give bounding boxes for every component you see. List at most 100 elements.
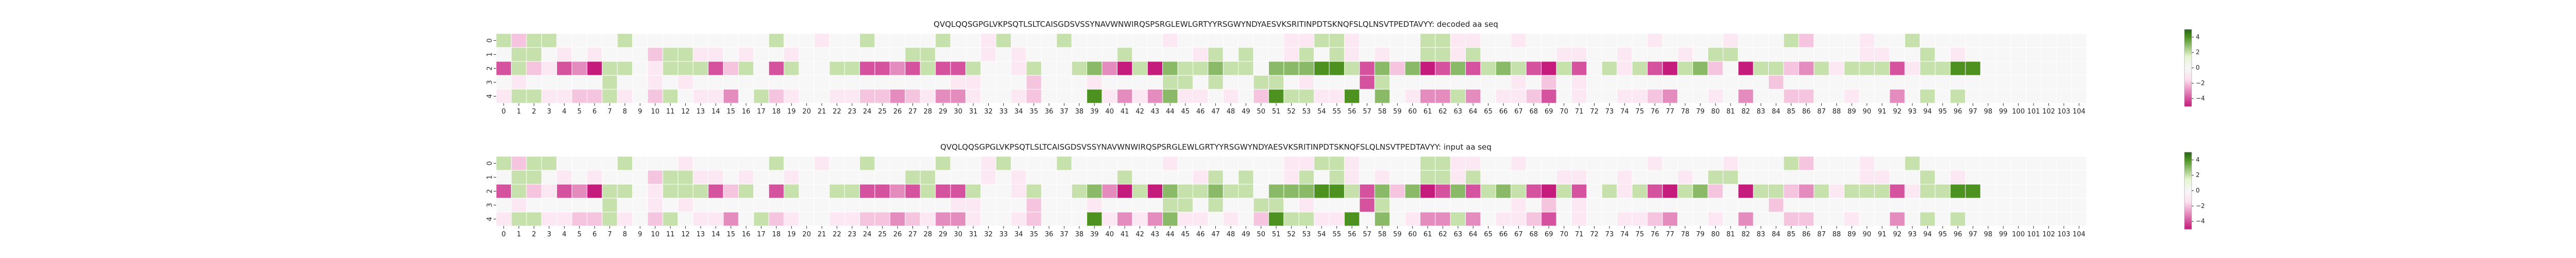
heatmap-cell — [1299, 156, 1314, 171]
heatmap-cell — [844, 156, 860, 171]
x-tick-label: 8 — [623, 231, 627, 238]
colorbar-tick-label: 0 — [2196, 64, 2200, 71]
heatmap-cell — [2011, 170, 2026, 185]
heatmap-cell — [693, 34, 708, 48]
colorbar-segment — [2184, 76, 2192, 78]
heatmap-cell — [1314, 75, 1330, 90]
heatmap-cell — [1541, 34, 1557, 48]
heatmap-cell — [920, 89, 936, 104]
heatmap-cell — [965, 170, 981, 185]
heatmap-cell — [708, 47, 724, 62]
heatmap-cell — [875, 184, 890, 199]
x-tick-label: 22 — [833, 231, 841, 238]
heatmap-cell — [1314, 47, 1330, 62]
heatmap-cell — [1405, 34, 1420, 48]
heatmap-cell — [1496, 184, 1512, 199]
heatmap-cell — [1738, 212, 1754, 227]
heatmap-cell — [1481, 47, 1496, 62]
x-tick-label: 59 — [1393, 231, 1402, 238]
heatmap-cell — [602, 170, 618, 185]
heatmap-cell — [572, 75, 587, 90]
x-tick-label: 99 — [1999, 231, 2008, 238]
heatmap-cell — [738, 198, 754, 213]
x-tick-label: 43 — [1151, 108, 1160, 116]
heatmap-cell — [890, 61, 906, 76]
heatmap-cell — [920, 198, 936, 213]
heatmap-cell — [859, 170, 875, 185]
heatmap-cell — [1147, 212, 1163, 227]
heatmap-cell — [1299, 212, 1314, 227]
heatmap-cell — [541, 198, 557, 213]
heatmap-cell — [602, 198, 618, 213]
heatmap-cell — [935, 75, 951, 90]
colorbar-segment — [2184, 54, 2192, 56]
heatmap-cell — [1087, 89, 1103, 104]
heatmap-cell — [1526, 198, 1541, 213]
colorbar-segment — [2184, 57, 2192, 59]
x-tick-label: 96 — [1954, 231, 1962, 238]
heatmap-cell — [1389, 61, 1405, 76]
heatmap-cell — [1238, 34, 1254, 48]
heatmap-cell — [723, 212, 739, 227]
heatmap-cell — [1193, 198, 1209, 213]
heatmap-cell — [1935, 34, 1951, 48]
heatmap-cell — [1556, 198, 1572, 213]
x-tick-label: 17 — [757, 108, 766, 116]
heatmap-cell — [1571, 89, 1587, 104]
x-tick-label: 15 — [726, 231, 735, 238]
heatmap-cell — [799, 34, 815, 48]
heatmap-cell — [859, 47, 875, 62]
colorbar-segment — [2184, 184, 2192, 186]
x-tick-label: 7 — [607, 231, 612, 238]
heatmap-cell — [1375, 212, 1390, 227]
heatmap-cell — [1814, 34, 1829, 48]
heatmap-cell — [965, 47, 981, 62]
heatmap-cell — [2026, 34, 2042, 48]
heatmap-cell — [1784, 75, 1799, 90]
heatmap-cell — [2041, 47, 2057, 62]
heatmap-cell — [496, 34, 512, 48]
x-tick-label: 72 — [1590, 108, 1599, 116]
heatmap-cell — [2071, 212, 2087, 227]
x-tick-label: 44 — [1166, 231, 1175, 238]
heatmap-cell — [1526, 184, 1541, 199]
x-tick-label: 74 — [1620, 108, 1629, 116]
x-tick-label: 41 — [1121, 231, 1129, 238]
heatmap-cell — [1799, 156, 1815, 171]
heatmap-cell — [1026, 34, 1042, 48]
heatmap-cell — [1420, 170, 1436, 185]
heatmap-panel-decoded: QVQLQQSGPGLVKPSQTLSLTCAISGDSVSSYNAVWNWIR… — [486, 20, 2205, 116]
heatmap-cell — [814, 75, 830, 90]
chart-title-input: QVQLQQSGPGLVKPSQTLSLTCAISGDSVSSYNAVWNWIR… — [940, 142, 1492, 152]
colorbar-segment — [2184, 55, 2192, 57]
colorbar-segment — [2184, 83, 2192, 85]
x-tick-label: 13 — [697, 108, 705, 116]
heatmap-cell — [572, 61, 587, 76]
heatmap-cell — [1541, 184, 1557, 199]
heatmap-cell — [738, 34, 754, 48]
heatmap-cell — [1102, 184, 1117, 199]
heatmap-cell — [1829, 198, 1844, 213]
colorbar-segment — [2184, 96, 2192, 98]
heatmap-cell — [905, 61, 921, 76]
heatmap-cell — [935, 156, 951, 171]
x-tick-label: 79 — [1696, 231, 1705, 238]
heatmap-cell — [602, 34, 618, 48]
heatmap-cell — [1208, 75, 1224, 90]
heatmap-cell — [859, 75, 875, 90]
x-tick-label: 39 — [1090, 231, 1099, 238]
x-tick-label: 100 — [2012, 108, 2025, 116]
heatmap-cell — [511, 89, 527, 104]
heatmap-cell — [1935, 170, 1951, 185]
heatmap-cell — [1162, 184, 1178, 199]
heatmap-cell — [1011, 34, 1027, 48]
heatmap-cell — [935, 184, 951, 199]
heatmap-cell — [1617, 184, 1633, 199]
heatmap-cell — [1844, 156, 1860, 171]
heatmap-cell — [1268, 156, 1284, 171]
heatmap-cell — [1435, 212, 1451, 227]
heatmap-cell — [1995, 89, 2011, 104]
x-tick-label: 15 — [726, 108, 735, 116]
colorbar-segment — [2184, 69, 2192, 71]
x-tick-label: 61 — [1423, 108, 1432, 116]
